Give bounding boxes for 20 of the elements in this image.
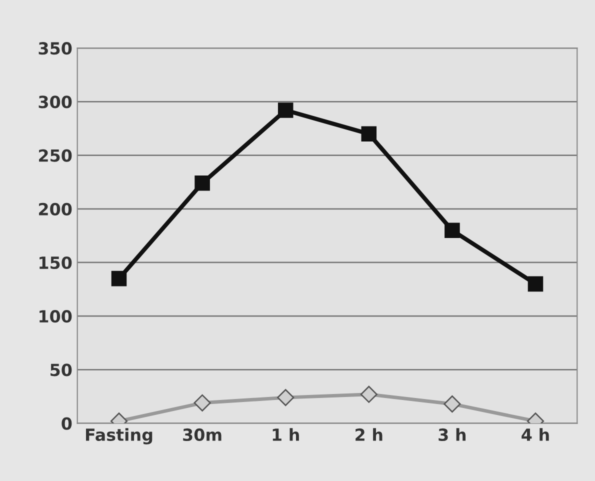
point — [278, 102, 294, 118]
y-tick-label: 300 — [38, 96, 72, 108]
y-tick-label: 50 — [50, 364, 72, 376]
x-tick-label: Fasting — [86, 428, 152, 444]
y-tick-label: 250 — [39, 149, 72, 162]
y-tick-label: 200 — [39, 202, 72, 216]
point — [111, 270, 127, 286]
point — [361, 126, 377, 142]
x-tick-label: 3 h — [438, 428, 466, 442]
x-tick-label: 1 h — [272, 428, 299, 441]
point — [444, 222, 460, 238]
x-tick-label: 2 h — [356, 428, 382, 441]
y-tick-label: 350 — [38, 42, 72, 55]
x-tick-label: 4 h — [522, 428, 549, 441]
x-tick-label: 30m — [183, 428, 222, 442]
point — [194, 176, 210, 191]
point — [528, 276, 544, 292]
y-tick-label: 0 — [62, 417, 72, 430]
y-tick-label: 100 — [40, 310, 72, 323]
y-tick-label: 150 — [40, 256, 72, 270]
